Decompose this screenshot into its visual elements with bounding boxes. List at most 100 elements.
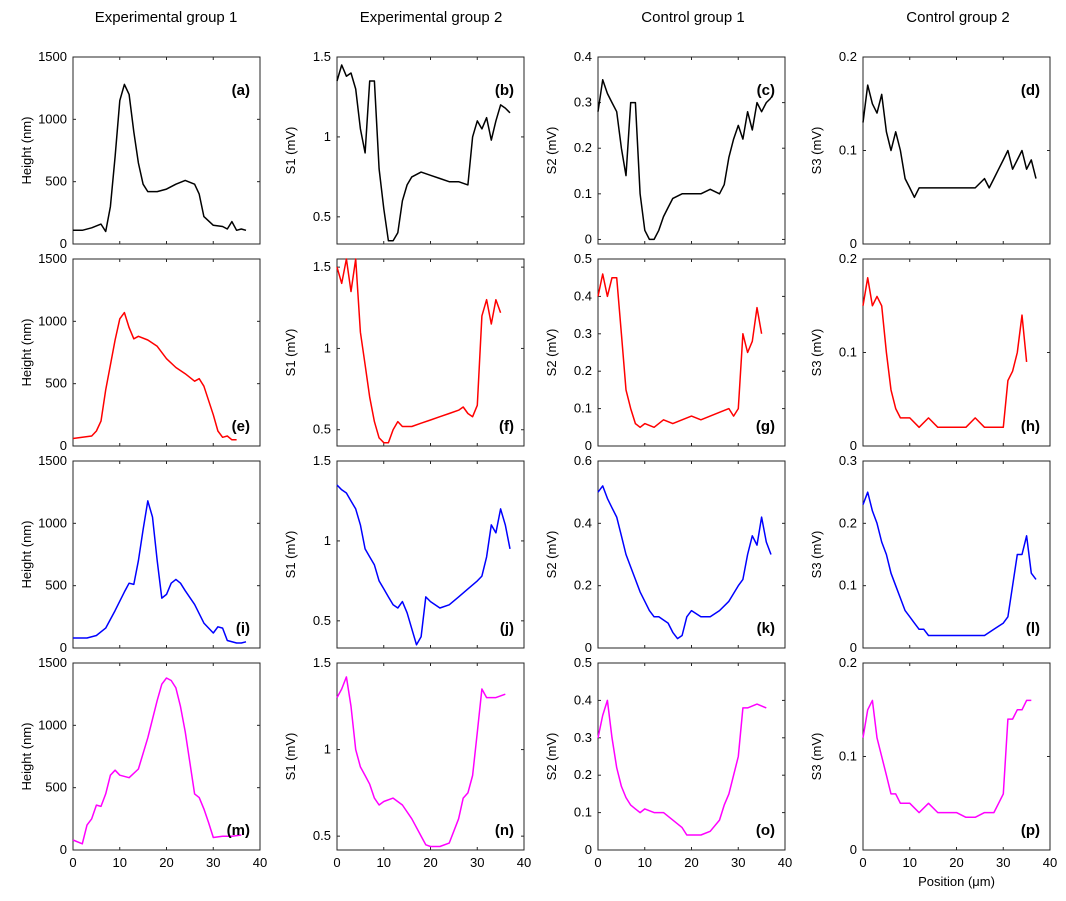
y-tick-label: 0.5 [313, 613, 331, 628]
y-tick-label: 1.5 [313, 49, 331, 64]
y-axis-label: S2 (mV) [544, 127, 559, 175]
y-tick-label: 0.5 [313, 422, 331, 437]
series-line [862, 491, 1037, 637]
y-axis-label: S1 (mV) [283, 531, 298, 579]
x-tick-label: 30 [731, 855, 745, 870]
panel-i: 0 500 1000 1500 Height (nm) (i) [19, 453, 261, 655]
x-tick-label: 20 [423, 855, 437, 870]
y-axis-label: Height (nm) [19, 117, 34, 185]
panel-h: 0 0.1 0.2 S3 (mV) (h) [809, 251, 1051, 453]
panel-label: (f) [499, 418, 514, 435]
y-tick-label: 0 [585, 640, 592, 655]
panel-n: 0.5 1 1.5 0 10 20 30 40 S1 (mV) (n) [283, 655, 531, 870]
panel-p: 0 0.1 0.2 0 10 20 30 40 S3 (mV) Position (μm) (p) [809, 655, 1057, 889]
panel-label: (a) [232, 82, 250, 99]
y-tick-label: 1.5 [313, 259, 331, 274]
series-line [862, 276, 1028, 429]
y-tick-label: 0 [585, 842, 592, 857]
panel-label: (i) [236, 620, 250, 637]
column-titles: Experimental group 1 Experimental group … [95, 9, 1010, 26]
y-axis-label: Height (nm) [19, 723, 34, 791]
series-line [862, 699, 1032, 819]
x-tick-label: 10 [377, 855, 391, 870]
panel-label: (b) [495, 82, 514, 99]
x-tick-label: 40 [778, 855, 792, 870]
y-tick-label: 0.6 [574, 453, 592, 468]
y-tick-label: 0.1 [839, 345, 857, 360]
y-tick-label: 500 [45, 174, 67, 189]
panel-b: 0.5 1 1.5 S1 (mV) (b) [283, 49, 525, 245]
y-tick-label: 0.1 [839, 578, 857, 593]
y-tick-label: 0.2 [839, 655, 857, 670]
y-tick-label: 1500 [38, 453, 67, 468]
x-tick-label: 20 [684, 855, 698, 870]
y-tick-label: 0.2 [574, 140, 592, 155]
y-tick-label: 500 [45, 780, 67, 795]
y-tick-label: 1500 [38, 655, 67, 670]
panel-label: (g) [756, 418, 775, 435]
y-tick-label: 0.2 [574, 363, 592, 378]
y-tick-label: 0.2 [839, 515, 857, 530]
y-axis-label: S3 (mV) [809, 329, 824, 377]
y-tick-label: 1000 [38, 313, 67, 328]
panel-k: 0 0.2 0.4 0.6 S2 (mV) (k) [544, 453, 786, 655]
x-axis-label: Position (μm) [918, 874, 995, 889]
series-line [597, 699, 767, 836]
panel-d: 0 0.1 0.2 S3 (mV) (d) [809, 49, 1051, 251]
column-title-2: Experimental group 2 [360, 9, 503, 26]
y-tick-label: 1.5 [313, 453, 331, 468]
y-tick-label: 0.3 [839, 453, 857, 468]
x-tick-label: 20 [949, 855, 963, 870]
y-tick-label: 0 [850, 438, 857, 453]
y-tick-label: 1500 [38, 251, 67, 266]
y-tick-label: 0.4 [574, 49, 592, 64]
panel-m: 0 500 1000 1500 0 10 20 30 40 Height (nm) (m) [19, 655, 267, 870]
axes-box [336, 258, 525, 447]
y-tick-label: 0.1 [574, 401, 592, 416]
y-tick-label: 0.1 [839, 749, 857, 764]
x-tick-label: 30 [996, 855, 1010, 870]
y-tick-label: 0.1 [839, 143, 857, 158]
x-tick-label: 40 [253, 855, 267, 870]
series-line [597, 485, 772, 640]
x-tick-label: 30 [470, 855, 484, 870]
x-tick-label: 0 [859, 855, 866, 870]
y-tick-label: 1 [324, 340, 331, 355]
panel-c: 0 0.1 0.2 0.3 0.4 S2 (mV) (c) [544, 49, 786, 246]
panel-label: (n) [495, 822, 514, 839]
series-line [336, 484, 511, 646]
x-tick-label: 30 [206, 855, 220, 870]
y-axis-label: Height (nm) [19, 521, 34, 589]
panel-j: 0.5 1 1.5 S1 (mV) (j) [283, 453, 525, 649]
panel-label: (h) [1021, 418, 1040, 435]
panel-label: (d) [1021, 82, 1040, 99]
y-tick-label: 0.3 [574, 730, 592, 745]
y-tick-label: 0 [585, 231, 592, 246]
y-axis-label: S2 (mV) [544, 733, 559, 781]
y-tick-label: 1000 [38, 515, 67, 530]
y-tick-label: 0.5 [313, 828, 331, 843]
y-tick-label: 0.3 [574, 95, 592, 110]
y-tick-label: 0.2 [839, 49, 857, 64]
axes-box [72, 460, 261, 649]
y-tick-label: 500 [45, 578, 67, 593]
y-tick-label: 0 [60, 438, 67, 453]
y-axis-label: S3 (mV) [809, 733, 824, 781]
y-axis-label: S2 (mV) [544, 531, 559, 579]
y-axis-label: S1 (mV) [283, 733, 298, 781]
y-tick-label: 0 [60, 640, 67, 655]
y-tick-label: 0.4 [574, 288, 592, 303]
series-line [336, 64, 511, 242]
panel-label: (l) [1026, 620, 1040, 637]
x-tick-label: 40 [1043, 855, 1057, 870]
y-tick-label: 0.2 [574, 767, 592, 782]
y-tick-label: 1 [324, 742, 331, 757]
y-tick-label: 0 [60, 236, 67, 251]
x-tick-label: 10 [638, 855, 652, 870]
axes-box [336, 460, 525, 649]
panel-label: (o) [756, 822, 775, 839]
y-axis-label: Height (nm) [19, 319, 34, 387]
y-axis-label: S3 (mV) [809, 127, 824, 175]
column-title-3: Control group 1 [641, 9, 744, 26]
